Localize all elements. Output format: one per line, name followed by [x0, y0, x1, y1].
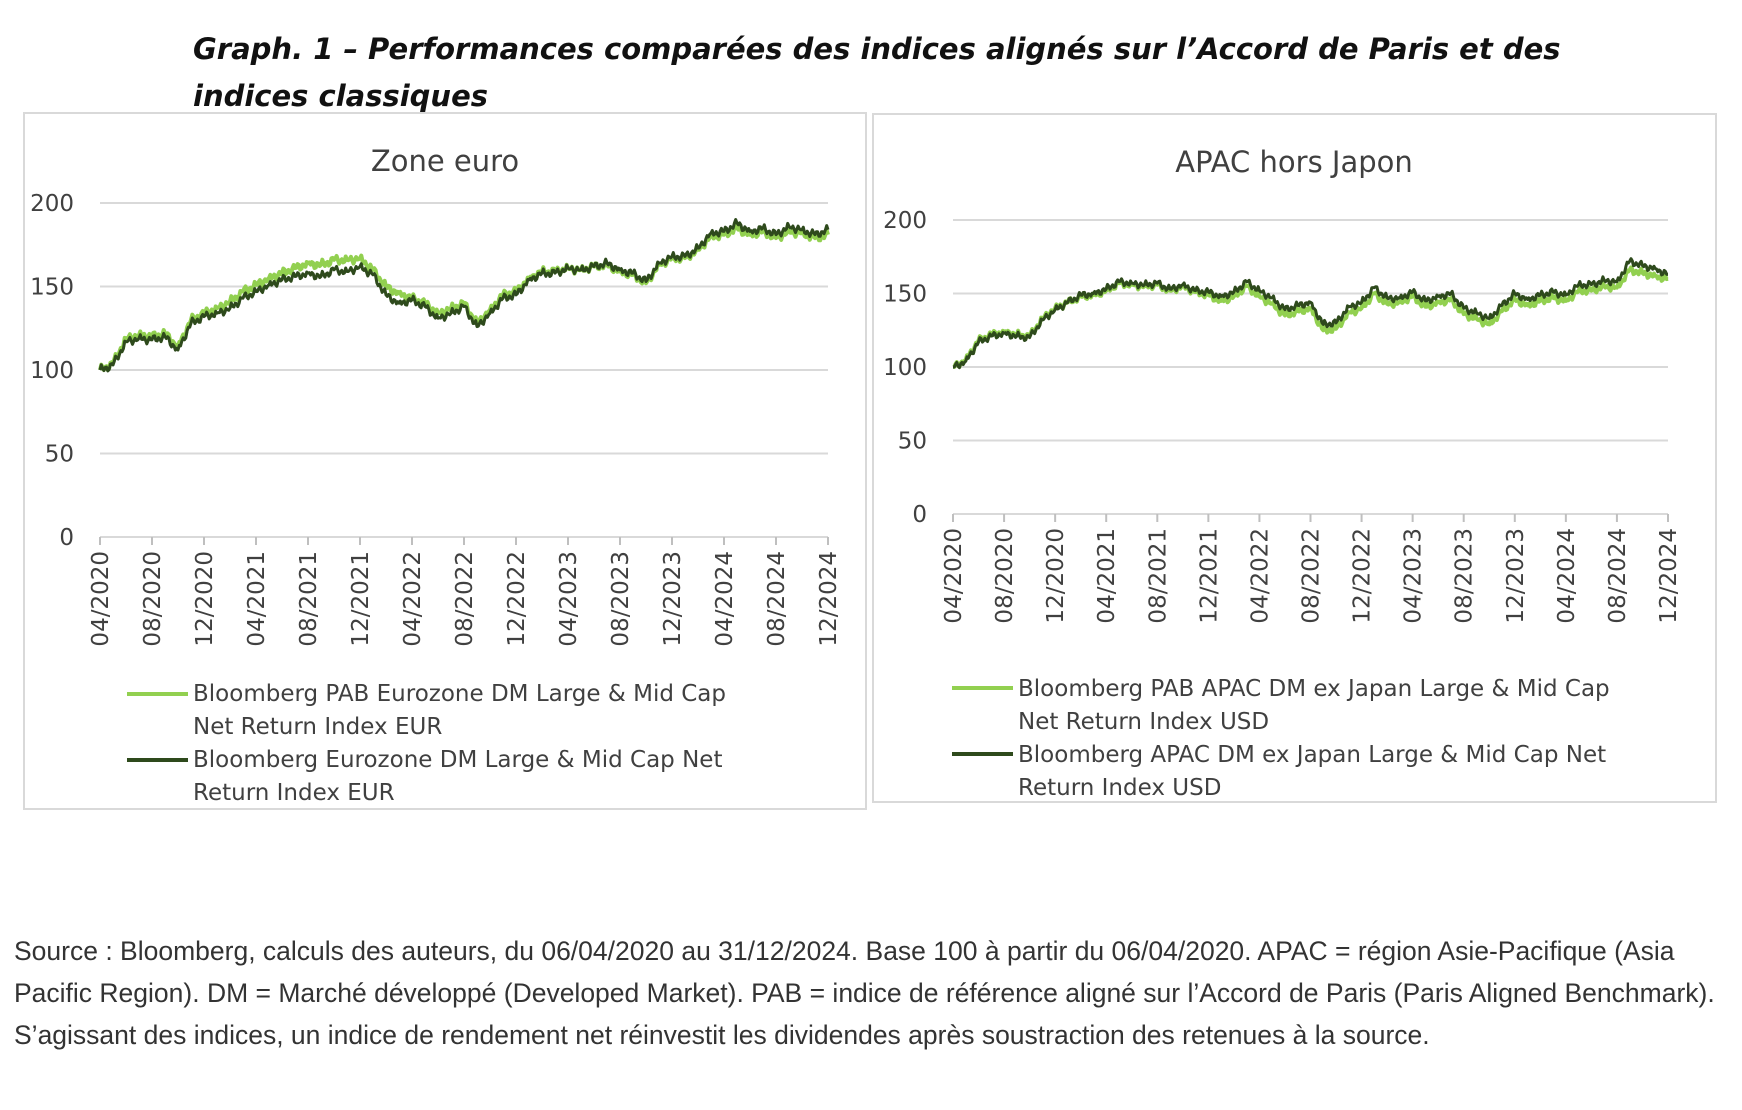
x-tick-label: 04/2021 — [244, 551, 270, 647]
x-tick-label: 04/2022 — [400, 551, 426, 647]
legend-label-pab-line-2: Net Return Index EUR — [193, 714, 442, 740]
x-tick-label: 04/2023 — [556, 551, 582, 647]
legend-label-pab-line-1: Bloomberg PAB APAC DM ex Japan Large & M… — [1018, 676, 1610, 702]
y-tick-label: 200 — [30, 191, 74, 217]
x-tick-label: 04/2020 — [88, 551, 114, 647]
y-axis-ticks: 0 50 100 150 200 — [30, 191, 74, 551]
series-line-classic — [952, 257, 1669, 370]
legend-label-classic-line-2: Return Index USD — [1018, 775, 1221, 801]
chart-frame — [872, 113, 1717, 803]
x-tick-label: 12/2020 — [1043, 528, 1069, 624]
charts-area: Zone euro 0 50 100 150 200 04/2020 08/2020 12/… — [23, 112, 1717, 810]
legend-label-pab-line-1: Bloomberg PAB Eurozone DM Large & Mid Ca… — [193, 681, 726, 707]
x-tick-label: 08/2021 — [296, 551, 322, 647]
legend-label-classic: Bloomberg APAC DM ex Japan Large & Mid C… — [1018, 742, 1613, 801]
legend: Bloomberg PAB APAC DM ex Japan Large & M… — [952, 676, 1617, 801]
series-lines — [952, 257, 1669, 370]
y-tick-label: 0 — [59, 525, 74, 551]
legend-label-pab: Bloomberg PAB Eurozone DM Large & Mid Ca… — [193, 681, 733, 740]
y-axis-ticks: 0 50 100 150 200 — [883, 208, 927, 528]
x-tick-label: 04/2022 — [1247, 528, 1273, 624]
x-tick-label: 04/2023 — [1401, 528, 1427, 624]
chart-panel-zone-euro: Zone euro 0 50 100 150 200 04/2020 08/2020 12/… — [23, 112, 867, 810]
series-line-classic — [98, 218, 830, 373]
y-tick-label: 50 — [898, 429, 927, 455]
chart-title: Zone euro — [371, 144, 519, 178]
y-tick-label: 150 — [883, 282, 927, 308]
x-tick-label: 12/2023 — [1503, 528, 1529, 624]
x-axis: 04/2020 08/2020 12/2020 04/2021 08/2021 12/20… — [941, 513, 1682, 624]
series-lines — [98, 218, 830, 373]
x-tick-label: 08/2022 — [452, 551, 478, 647]
legend: Bloomberg PAB Eurozone DM Large & Mid Ca… — [127, 681, 733, 806]
x-tick-label: 12/2021 — [348, 551, 374, 647]
y-tick-label: 150 — [30, 275, 74, 301]
chart-panel-apac: APAC hors Japon 0 50 100 150 200 04/2020 08/2… — [872, 113, 1717, 803]
x-tick-label: 08/2020 — [992, 528, 1018, 624]
legend-label-classic: Bloomberg Eurozone DM Large & Mid Cap Ne… — [193, 747, 730, 806]
figure-title: Graph. 1 – Performances comparées des in… — [193, 32, 1561, 113]
grid-lines — [100, 202, 828, 455]
y-tick-label: 100 — [883, 355, 927, 381]
x-tick-label: 04/2020 — [941, 528, 967, 624]
x-tick-label: 12/2022 — [1350, 528, 1376, 624]
x-tick-label: 08/2021 — [1145, 528, 1171, 624]
legend-label-pab-line-2: Net Return Index USD — [1018, 709, 1269, 735]
legend-label-classic-line-1: Bloomberg APAC DM ex Japan Large & Mid C… — [1018, 742, 1606, 768]
y-tick-label: 100 — [30, 358, 74, 384]
legend-label-classic-line-2: Return Index EUR — [193, 780, 395, 806]
x-tick-label: 08/2024 — [1605, 528, 1631, 624]
x-tick-label: 04/2021 — [1094, 528, 1120, 624]
y-tick-label: 0 — [912, 502, 927, 528]
chart-title: APAC hors Japon — [1175, 145, 1413, 179]
x-tick-label: 08/2022 — [1299, 528, 1325, 624]
x-tick-label: 08/2023 — [1452, 528, 1478, 624]
x-tick-label: 08/2023 — [608, 551, 634, 647]
x-tick-label: 08/2024 — [764, 551, 790, 647]
x-tick-label: 12/2023 — [660, 551, 686, 647]
y-tick-label: 50 — [45, 442, 74, 468]
x-axis: 04/2020 08/2020 12/2020 04/2021 08/2021 12/20… — [88, 536, 842, 647]
x-tick-label: 12/2021 — [1196, 528, 1222, 624]
y-tick-label: 200 — [883, 208, 927, 234]
x-tick-label: 12/2022 — [504, 551, 530, 647]
x-tick-label: 12/2024 — [1656, 528, 1682, 624]
x-tick-label: 12/2024 — [816, 551, 842, 647]
x-tick-label: 04/2024 — [712, 551, 738, 647]
legend-label-classic-line-1: Bloomberg Eurozone DM Large & Mid Cap Ne… — [193, 747, 722, 773]
x-tick-label: 04/2024 — [1554, 528, 1580, 624]
source-note: Source : Bloomberg, calculs des auteurs,… — [14, 936, 1715, 1050]
legend-label-pab: Bloomberg PAB APAC DM ex Japan Large & M… — [1018, 676, 1617, 735]
x-tick-label: 08/2020 — [140, 551, 166, 647]
x-tick-label: 12/2020 — [192, 551, 218, 647]
